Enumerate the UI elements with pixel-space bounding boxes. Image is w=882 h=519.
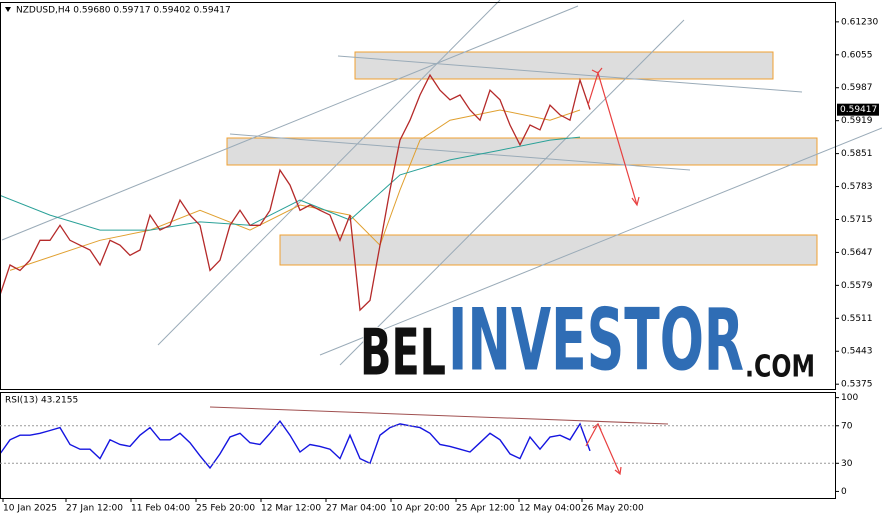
watermark: BEL INVESTOR .COM — [359, 289, 816, 391]
arrowhead — [592, 423, 622, 476]
x-tick-label: 25 Apr 12:00 — [456, 504, 515, 514]
trend-lines — [1, 0, 882, 425]
y-tick-label: 0.5919 — [841, 116, 873, 126]
price-line — [0, 73, 591, 312]
last-price-box — [837, 103, 879, 116]
rsi-frame — [0, 392, 836, 499]
chart-title: NZDUSD,H4 0.59680 0.59717 0.59402 0.5941… — [16, 6, 231, 16]
resistance-zone — [354, 51, 774, 80]
middle-zone — [226, 137, 818, 166]
y-tick-label: 0.5375 — [841, 380, 873, 390]
x-tick-label: 10 Apr 20:00 — [391, 504, 450, 514]
rsi-tick-label: 100 — [841, 393, 858, 403]
y-tick-label: 0.5987 — [841, 83, 873, 93]
trend-line — [1, 5, 579, 241]
forecast-arrows — [585, 67, 640, 476]
plot — [0, 73, 591, 470]
x-tick-label: 26 May 20:00 — [582, 504, 644, 514]
x-tick-label: 27 Jan 12:00 — [66, 504, 123, 514]
x-tick-label: 27 Mar 04:00 — [326, 504, 386, 514]
y-tick-label: 0.5647 — [841, 248, 873, 258]
x-tick-label: 11 Feb 04:00 — [131, 504, 190, 514]
zones — [226, 51, 818, 266]
last-price-label: 0.59417 — [840, 105, 877, 115]
trend-line — [337, 55, 803, 93]
x-tick-label: 12 Mar 12:00 — [261, 504, 321, 514]
rsi-tick-label: 30 — [841, 459, 853, 469]
x-tick-label: 25 Feb 20:00 — [196, 504, 255, 514]
rsi-trend-line — [209, 406, 669, 425]
y-tick-label: 0.5851 — [841, 149, 873, 159]
y-tick-label: 0.5579 — [841, 281, 873, 291]
x-tick-label: 10 Jan 2025 — [3, 504, 57, 514]
y-tick-label: 0.5443 — [841, 347, 873, 357]
rsi-title: RSI(13) 43.2155 — [5, 396, 78, 406]
x-tick-label: 12 May 04:00 — [519, 504, 581, 514]
support-zone — [279, 234, 818, 266]
trend-line — [229, 133, 691, 171]
trend-line — [319, 127, 882, 356]
y-tick-label: 0.5511 — [841, 314, 873, 324]
y-tick-label: 0.6055 — [841, 50, 873, 60]
y-tick-label: 0.61230 — [841, 17, 878, 27]
y-tick-label: 0.5715 — [841, 215, 873, 225]
rsi-line — [0, 419, 591, 470]
trend-line — [339, 19, 685, 366]
watermark-com: .COM — [745, 350, 815, 385]
y-tick-label: 0.5783 — [841, 182, 873, 192]
title-icon — [5, 7, 11, 12]
arrowhead — [591, 67, 640, 207]
rsi-tick-label: 70 — [841, 421, 853, 431]
price-frame — [0, 2, 836, 390]
trend-line — [157, 0, 501, 346]
watermark-investor: INVESTOR — [448, 290, 744, 390]
watermark-bel: BEL — [360, 317, 446, 391]
moving-average — [0, 136, 581, 231]
rsi-tick-label: 0 — [841, 487, 847, 497]
